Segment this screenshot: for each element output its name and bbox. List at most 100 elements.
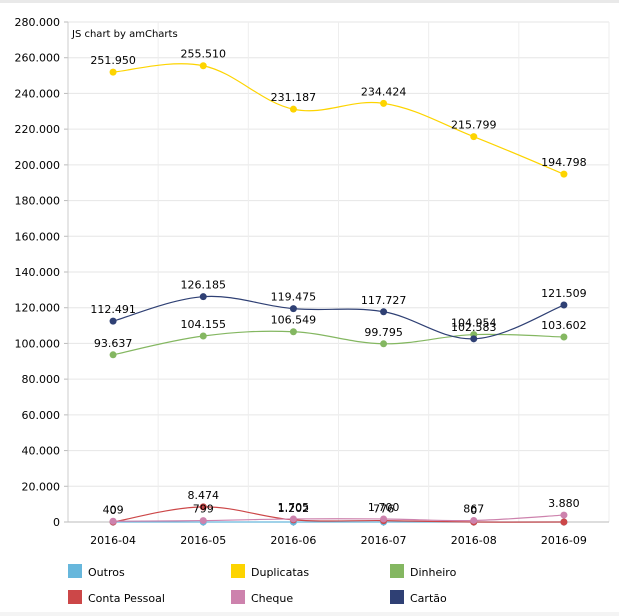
x-axis: 2016-04 2016-05 2016-06 2016-07 2016-08 2016-…	[68, 521, 609, 547]
point-duplicatas[interactable]	[199, 62, 207, 70]
legend: Outros Duplicatas Dinheiro Conta Pessoal Che…	[68, 564, 457, 605]
data-label-dinheiro: 104.954	[451, 317, 497, 330]
data-points	[109, 62, 568, 526]
legend-item-cart-o[interactable]: Cartão	[390, 590, 447, 605]
data-label-cart-o: 126.185	[181, 279, 227, 292]
data-label-cart-o: 119.475	[271, 291, 317, 304]
y-tick-label: 0	[53, 516, 60, 529]
y-tick-label: 200.000	[15, 159, 61, 172]
series-line-cart-o	[112, 295, 565, 340]
data-label-dinheiro: 103.602	[541, 319, 587, 332]
legend-swatch[interactable]	[68, 590, 82, 604]
data-label-dinheiro: 104.155	[181, 318, 227, 331]
legend-swatch[interactable]	[390, 590, 404, 604]
legend-item-duplicatas[interactable]: Duplicatas	[231, 564, 309, 579]
legend-item-cheque[interactable]: Cheque	[231, 590, 293, 605]
point-cart-o[interactable]	[109, 317, 117, 325]
point-conta-pessoal[interactable]	[199, 503, 207, 511]
y-tick-label: 260.000	[15, 52, 61, 65]
y-axis: 0 20.000 40.000 60.000 80.000 100.000 120.000 1…	[15, 16, 69, 529]
x-tick-label: 2016-08	[451, 534, 497, 547]
point-dinheiro[interactable]	[560, 333, 568, 341]
point-duplicatas[interactable]	[289, 105, 297, 113]
data-label-dinheiro: 93.637	[94, 337, 133, 350]
series-line-cheque	[113, 514, 564, 522]
data-label-cheque: 1.705	[278, 501, 310, 514]
data-label-conta-pessoal: 0	[110, 504, 117, 517]
x-tick-label: 2016-07	[361, 534, 407, 547]
point-dinheiro[interactable]	[289, 328, 297, 336]
data-label-conta-pessoal: 0	[470, 504, 477, 517]
series-line-conta-pessoal	[112, 506, 564, 523]
point-duplicatas[interactable]	[380, 99, 388, 107]
point-cheque[interactable]	[199, 517, 207, 525]
y-tick-label: 120.000	[15, 302, 61, 315]
y-tick-label: 20.000	[22, 480, 61, 493]
data-label-cheque: 409	[103, 503, 124, 516]
grid	[67, 21, 610, 523]
legend-label[interactable]: Conta Pessoal	[88, 592, 165, 605]
y-tick-label: 80.000	[22, 373, 61, 386]
data-labels: 251.950 255.510 231.187 234.424 215.799 194.7…	[90, 48, 586, 517]
data-label-duplicatas: 251.950	[90, 54, 136, 67]
data-label-cheque: 799	[193, 503, 214, 516]
legend-label[interactable]: Cheque	[251, 592, 293, 605]
legend-swatch[interactable]	[231, 590, 245, 604]
y-tick-label: 40.000	[22, 445, 61, 458]
legend-swatch[interactable]	[390, 564, 404, 578]
point-dinheiro[interactable]	[380, 340, 388, 348]
legend-item-dinheiro[interactable]: Dinheiro	[390, 564, 457, 579]
legend-label[interactable]: Outros	[88, 566, 125, 579]
point-conta-pessoal[interactable]	[560, 518, 568, 526]
point-dinheiro[interactable]	[199, 332, 207, 340]
legend-item-outros[interactable]: Outros	[68, 564, 125, 579]
data-label-cheque: 3.880	[548, 497, 580, 510]
point-dinheiro[interactable]	[109, 351, 117, 359]
data-label-dinheiro: 99.795	[364, 326, 403, 339]
data-label-duplicatas: 255.510	[181, 48, 227, 61]
data-label-cart-o: 121.509	[541, 287, 587, 300]
point-cart-o[interactable]	[560, 301, 568, 309]
series-lines	[112, 63, 565, 523]
y-tick-label: 140.000	[15, 266, 61, 279]
point-cart-o[interactable]	[380, 308, 388, 316]
legend-swatch[interactable]	[68, 564, 82, 578]
legend-label[interactable]: Dinheiro	[410, 566, 457, 579]
x-tick-label: 2016-09	[541, 534, 587, 547]
x-tick-label: 2016-04	[90, 534, 136, 547]
data-label-cart-o: 117.727	[361, 294, 407, 307]
legend-swatch[interactable]	[231, 564, 245, 578]
data-label-conta-pessoal: 8.474	[188, 489, 220, 502]
data-label-conta-pessoal: 776	[373, 503, 394, 516]
point-cart-o[interactable]	[199, 293, 207, 301]
point-cheque[interactable]	[380, 515, 388, 523]
data-label-duplicatas: 231.187	[271, 91, 317, 104]
y-tick-label: 60.000	[22, 409, 61, 422]
data-label-conta-pessoal: 1.202	[278, 502, 310, 515]
data-label-duplicatas: 234.424	[361, 85, 407, 98]
point-cheque[interactable]	[470, 516, 478, 524]
legend-item-conta-pessoal[interactable]: Conta Pessoal	[68, 590, 165, 605]
data-label-cheque: 867	[463, 502, 484, 515]
y-tick-label: 240.000	[15, 87, 61, 100]
point-cheque[interactable]	[109, 517, 117, 525]
point-duplicatas[interactable]	[470, 133, 478, 141]
point-cheque[interactable]	[560, 511, 568, 519]
point-duplicatas[interactable]	[560, 170, 568, 178]
x-tick-label: 2016-05	[180, 534, 226, 547]
point-cart-o[interactable]	[289, 305, 297, 313]
point-duplicatas[interactable]	[109, 68, 117, 76]
legend-label[interactable]: Cartão	[410, 592, 447, 605]
legend-label[interactable]: Duplicatas	[251, 566, 309, 579]
chart-credit[interactable]: JS chart by amCharts	[71, 29, 178, 40]
y-tick-label: 280.000	[15, 16, 61, 29]
data-label-cheque: 1.700	[368, 501, 400, 514]
data-label-duplicatas: 215.799	[451, 119, 497, 132]
data-label-cart-o: 102.583	[451, 321, 497, 334]
point-cheque[interactable]	[289, 515, 297, 523]
y-tick-label: 220.000	[15, 123, 61, 136]
point-cart-o[interactable]	[470, 335, 478, 343]
x-tick-label: 2016-06	[270, 534, 316, 547]
